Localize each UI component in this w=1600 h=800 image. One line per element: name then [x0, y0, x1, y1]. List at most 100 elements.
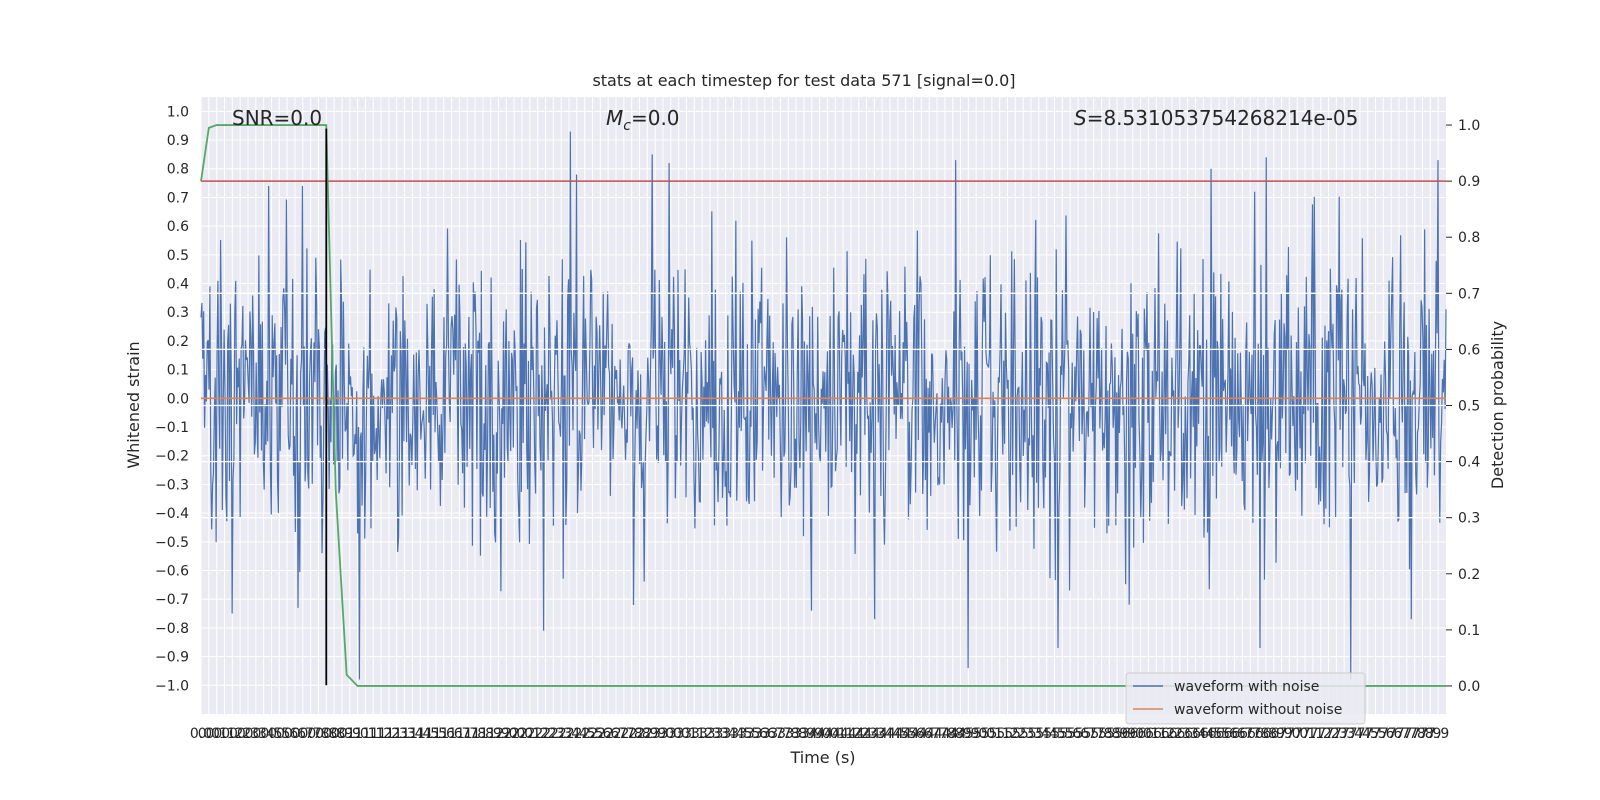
- x-tick-label: 3.9: [801, 726, 823, 742]
- left-y-tick-label: −1.0: [155, 678, 189, 694]
- x-tick-label: 3.1: [683, 726, 705, 742]
- x-tick-label: 4.3: [863, 726, 885, 742]
- right-y-tick-label: 0.6: [1458, 342, 1480, 358]
- x-tick-label: 2.9: [644, 726, 666, 742]
- x-tick-label: 2.0: [503, 726, 525, 742]
- snr-annotation: SNR=0.0: [232, 106, 322, 130]
- x-tick-label: 5.1: [989, 726, 1011, 742]
- x-tick-label: 6.3: [1169, 726, 1191, 742]
- x-tick-label: 0.4: [253, 726, 275, 742]
- x-tick-label: 4.5: [895, 726, 917, 742]
- x-tick-label: 0.3: [245, 726, 267, 742]
- x-tick-label: 3.8: [777, 726, 799, 742]
- legend: waveform with noise waveform without noi…: [1125, 672, 1366, 725]
- x-tick-label: 6.2: [1153, 726, 1175, 742]
- x-tick-label: 0.7: [299, 726, 321, 742]
- x-tick-label: 6.7: [1231, 726, 1253, 742]
- x-tick-label: 3.9: [793, 726, 815, 742]
- x-tick-label: 0.8: [307, 726, 329, 742]
- x-tick-label: 7.4: [1341, 726, 1363, 742]
- x-tick-label: 6.1: [1145, 726, 1167, 742]
- x-tick-label: 7.4: [1349, 726, 1371, 742]
- x-tick-label: 4.6: [902, 726, 924, 742]
- x-tick-label: 2.5: [581, 726, 603, 742]
- x-tick-label: 2.3: [542, 726, 564, 742]
- x-axis-label: Time (s): [789, 748, 855, 767]
- x-tick-label: 5.3: [1020, 726, 1042, 742]
- x-tick-label: 6.8: [1247, 726, 1269, 742]
- legend-box: [1125, 672, 1366, 725]
- x-tick-label: 1.3: [386, 726, 408, 742]
- right-y-tick-label: 0.8: [1458, 230, 1480, 246]
- x-tick-label: 5.2: [1004, 726, 1026, 742]
- x-tick-label: 7.2: [1317, 726, 1339, 742]
- x-tick-label: 3.7: [761, 726, 783, 742]
- x-tick-label: 2.4: [566, 726, 588, 742]
- left-y-tick-label: −0.1: [155, 420, 189, 436]
- x-tick-label: 0.3: [237, 726, 259, 742]
- x-tick-label: 2.3: [550, 726, 572, 742]
- x-tick-label: 5.0: [965, 726, 987, 742]
- x-tick-label: 6.1: [1137, 726, 1159, 742]
- x-tick-label: 3.0: [668, 726, 690, 742]
- x-tick-label: 2.9: [636, 726, 658, 742]
- left-y-tick-label: 0.7: [167, 190, 189, 206]
- x-tick-label: 5.7: [1075, 726, 1097, 742]
- x-tick-label: 4.8: [942, 726, 964, 742]
- x-tick-label: 2.0: [511, 726, 533, 742]
- x-tick-label: 0.9: [331, 726, 353, 742]
- x-tick-label: 3.3: [707, 726, 729, 742]
- x-tick-label: 3.5: [730, 726, 752, 742]
- x-tick-label: 3.7: [769, 726, 791, 742]
- x-tick-label: 7.8: [1404, 726, 1426, 742]
- legend-clean-label: waveform without noise: [1174, 702, 1342, 718]
- left-y-tick-label: −0.9: [155, 650, 189, 666]
- x-tick-label: 7.1: [1294, 726, 1316, 742]
- x-tick-label: 3.4: [722, 726, 744, 742]
- x-tick-label: 2.8: [621, 726, 643, 742]
- x-tick-label: 3.6: [746, 726, 768, 742]
- left-y-tick-label: −0.8: [155, 621, 189, 637]
- x-tick-label: 3.4: [714, 726, 736, 742]
- right-y-axis-label: Detection probability: [1488, 321, 1507, 489]
- x-tick-label: 1.1: [362, 726, 384, 742]
- x-tick-label: 0.5: [260, 726, 282, 742]
- mc-subscript: c: [623, 118, 631, 134]
- right-y-tick-label: 0.1: [1458, 623, 1480, 639]
- x-tick-label: 7.8: [1411, 726, 1433, 742]
- x-tick-label: 5.9: [1114, 726, 1136, 742]
- x-tick-label: 6.2: [1161, 726, 1183, 742]
- mc-value: =0.0: [631, 106, 680, 130]
- x-tick-label: 7.6: [1380, 726, 1402, 742]
- x-tick-label: 6.0: [1129, 726, 1151, 742]
- x-tick-label: 1.3: [393, 726, 415, 742]
- x-tick-label: 2.0: [495, 726, 517, 742]
- left-y-tick-label: 0.6: [167, 219, 189, 235]
- left-y-tick-label: −0.3: [155, 477, 189, 493]
- left-y-tick-label: 0.2: [167, 334, 189, 350]
- left-y-tick-label: −0.2: [155, 449, 189, 465]
- x-tick-label: 1.8: [472, 726, 494, 742]
- x-tick-label: 7.5: [1364, 726, 1386, 742]
- right-y-tick-label: 0.7: [1458, 286, 1480, 302]
- x-tick-label: 4.2: [840, 726, 862, 742]
- left-y-tick-label: −0.4: [155, 506, 189, 522]
- x-tick-label: 4.7: [926, 726, 948, 742]
- x-tick-label: 1.4: [401, 726, 423, 742]
- x-tick-label: 5.3: [1012, 726, 1034, 742]
- x-tick-label: 4.1: [824, 726, 846, 742]
- x-tick-label: 2.2: [527, 726, 549, 742]
- x-tick-label: 2.7: [605, 726, 627, 742]
- x-tick-label: 6.7: [1239, 726, 1261, 742]
- y-grid: [201, 110, 1446, 686]
- x-tick-label: 6.0: [1122, 726, 1144, 742]
- x-tick-label: 0.7: [292, 726, 314, 742]
- x-tick-label: 5.4: [1036, 726, 1058, 742]
- x-tick-label: 5.6: [1059, 726, 1081, 742]
- x-tick-label: 3.2: [691, 726, 713, 742]
- x-tick-label: 6.8: [1255, 726, 1277, 742]
- left-y-tick-label: 0.1: [167, 363, 189, 379]
- left-y-tick-label: 0.0: [167, 391, 189, 407]
- x-tick-label: 7.6: [1372, 726, 1394, 742]
